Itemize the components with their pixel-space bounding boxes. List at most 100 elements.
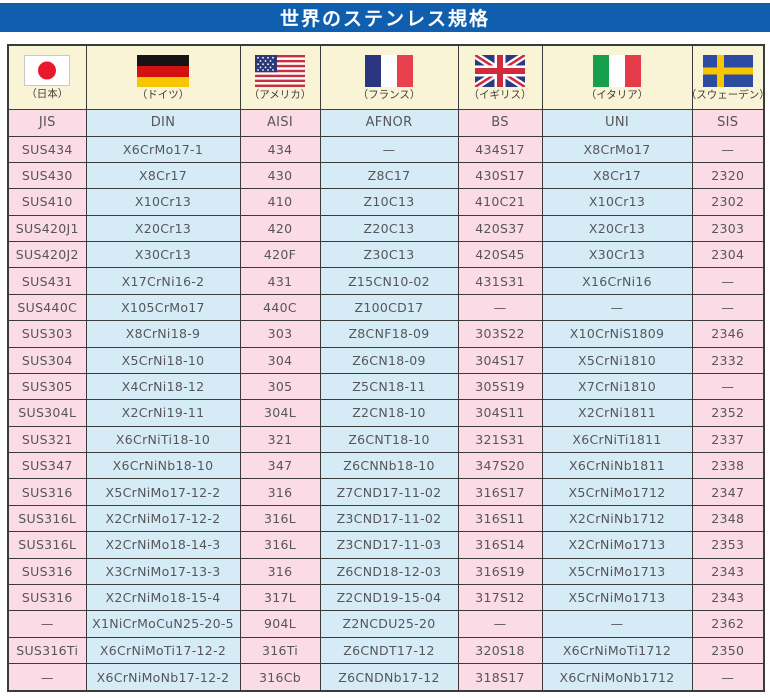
table-row: SUS304 X5CrNi18-10 304 Z6CN18-09 304S17 X5CrN… (7, 346, 765, 374)
cell-bs: 420S37 (457, 214, 543, 243)
cell-bs: 321S31 (457, 425, 543, 454)
cell-afnor: Z7CND17-11-02 (319, 478, 459, 506)
cell-bs: 304S17 (457, 346, 543, 374)
table-row: — X1NiCrMoCuN25-20-5 904L Z2NCDU25-20— —2362 (7, 610, 765, 638)
country-label-uni: （イタリア） (585, 88, 649, 101)
cell-afnor: Z8CNF18-09 (319, 320, 459, 348)
cell-din: X105CrMo17 (85, 293, 241, 322)
table-row: SUS316L X2CrNiMo18-14-3 316L Z3CND17-11-03 3… (7, 531, 765, 559)
cell-afnor: Z100CD17 (319, 293, 459, 322)
cell-bs: 420S45 (457, 240, 543, 269)
cell-jis: SUS431 (7, 267, 87, 295)
cell-afnor: Z30C13 (319, 240, 459, 269)
cell-aisi: 430 (239, 161, 321, 190)
cell-din: X5CrNiMo17-12-2 (85, 478, 241, 506)
table-row: SUS347 X6CrNiNb18-10 347 Z6CNNb18-10 347S20 X… (7, 451, 765, 480)
cell-uni: X20Cr13 (541, 214, 693, 243)
table-row: SUS440C X105CrMo17 440C Z100CD17— — — (7, 293, 765, 322)
flag-cell-content: （アメリカ） (242, 46, 319, 108)
cell-jis: — (7, 610, 87, 638)
france-flag-icon (365, 54, 413, 87)
cell-afnor: Z2CN18-10 (319, 399, 459, 427)
cell-uni: X6CrNiTi1811 (541, 425, 693, 454)
cell-afnor: Z2CND19-15-04 (319, 583, 459, 612)
cell-sis: 2362 (691, 610, 765, 638)
cell-uni: X5CrNiMo1713 (541, 557, 693, 585)
country-label-jis: （日本） (26, 88, 69, 100)
flag-cell-uni: （イタリア） (541, 44, 693, 110)
cell-din: X17CrNi16-2 (85, 267, 241, 295)
table-row: SUS410 X10Cr13 410 Z10C13 410C21 X10Cr13 2302 (7, 188, 765, 216)
cell-bs: 434S17 (457, 135, 543, 163)
cell-sis: 2343 (691, 557, 765, 585)
cell-afnor: Z6CNT18-10 (319, 425, 459, 454)
standard-header-row: JIS DIN AISI AFNOR BS UNI SIS (7, 108, 765, 137)
cell-jis: SUS316 (7, 478, 87, 506)
cell-afnor: Z15CN10-02 (319, 267, 459, 295)
cell-aisi: 420F (239, 240, 321, 269)
cell-sis: 2353 (691, 531, 765, 559)
table-row: SUS303 X8CrNi18-9 303 Z8CNF18-09 303S22 X10Cr… (7, 320, 765, 348)
table-row: SUS304L X2CrNi19-11 304L Z2CN18-10 304S11 X2C… (7, 399, 765, 427)
cell-uni: X6CrNiMoTi1712 (541, 636, 693, 665)
cell-uni: X5CrNi1810 (541, 346, 693, 374)
sweden-flag-icon (702, 54, 753, 87)
cell-din: X3CrNiMo17-13-3 (85, 557, 241, 585)
cell-din: X2CrNi19-11 (85, 399, 241, 427)
table-row: SUS316Ti X6CrNiMoTi17-12-2 316Ti Z6CNDT17-1… (7, 636, 765, 665)
cell-jis: SUS316Ti (7, 636, 87, 665)
cell-bs: 410C21 (457, 188, 543, 216)
cell-jis: SUS430 (7, 161, 87, 190)
cell-afnor: Z3CND17-11-03 (319, 531, 459, 559)
cell-aisi: 317L (239, 583, 321, 612)
standard-header-bs: BS (457, 108, 543, 137)
country-label-bs: （イギリス） (468, 88, 532, 101)
cell-din: X6CrNiMoNb17-12-2 (85, 663, 241, 692)
cell-afnor: Z8C17 (319, 161, 459, 190)
cell-aisi: 440C (239, 293, 321, 322)
cell-sis: — (691, 372, 765, 401)
flag-cell-sis: （スウェーデン） (691, 44, 765, 110)
table-row: SUS321 X6CrNiTi18-10 321 Z6CNT18-10 321S31 X6… (7, 425, 765, 454)
cell-bs: — (457, 610, 543, 638)
country-label-afnor: （フランス） (357, 88, 421, 101)
standard-header-sis: SIS (691, 108, 765, 137)
cell-jis: SUS347 (7, 451, 87, 480)
cell-uni: X2CrNiNb1712 (541, 504, 693, 533)
cell-uni: X6CrNiNb1811 (541, 451, 693, 480)
cell-sis: 2343 (691, 583, 765, 612)
table-row: SUS431 X17CrNi16-2 431 Z15CN10-02 431S31 X16C… (7, 267, 765, 295)
cell-sis: — (691, 135, 765, 163)
cell-bs: 320S18 (457, 636, 543, 665)
standard-header-din: DIN (85, 108, 241, 137)
page-title: 世界のステンレス規格 (279, 8, 490, 30)
italy-flag-icon (593, 54, 641, 87)
cell-aisi: 316 (239, 478, 321, 506)
cell-sis: 2338 (691, 451, 765, 480)
cell-aisi: 410 (239, 188, 321, 216)
cell-din: X8CrNi18-9 (85, 320, 241, 348)
table-row: SUS305 X4CrNi18-12 305 Z5CN18-11 305S19 X7CrN… (7, 372, 765, 401)
cell-afnor: Z6CND18-12-03 (319, 557, 459, 585)
flag-cell-din: （ドイツ） (85, 44, 241, 110)
flag-cell-bs: （イギリス） (457, 44, 543, 110)
cell-din: X2CrNiMo18-14-3 (85, 531, 241, 559)
cell-din: X5CrNi18-10 (85, 346, 241, 374)
flag-cell-aisi: （アメリカ） (239, 44, 321, 110)
cell-afnor: Z10C13 (319, 188, 459, 216)
cell-jis: SUS304 (7, 346, 87, 374)
cell-jis: SUS316 (7, 557, 87, 585)
cell-jis: SUS316L (7, 531, 87, 559)
table-row: SUS434 X6CrMo17-1 434—434S17 X8CrMo17— (7, 135, 765, 163)
flag-cell-content: （イギリス） (460, 46, 541, 108)
cell-aisi: 305 (239, 372, 321, 401)
cell-aisi: 420 (239, 214, 321, 243)
cell-aisi: 316 (239, 557, 321, 585)
page-title-bar: 世界のステンレス規格 (0, 3, 770, 32)
cell-uni: X8CrMo17 (541, 135, 693, 163)
usa-flag-icon (255, 54, 305, 87)
cell-jis: SUS410 (7, 188, 87, 216)
table-row: SUS316 X5CrNiMo17-12-2 316 Z7CND17-11-02 316… (7, 478, 765, 506)
flag-cell-content: （ドイツ） (88, 46, 239, 108)
cell-jis: SUS316 (7, 583, 87, 612)
